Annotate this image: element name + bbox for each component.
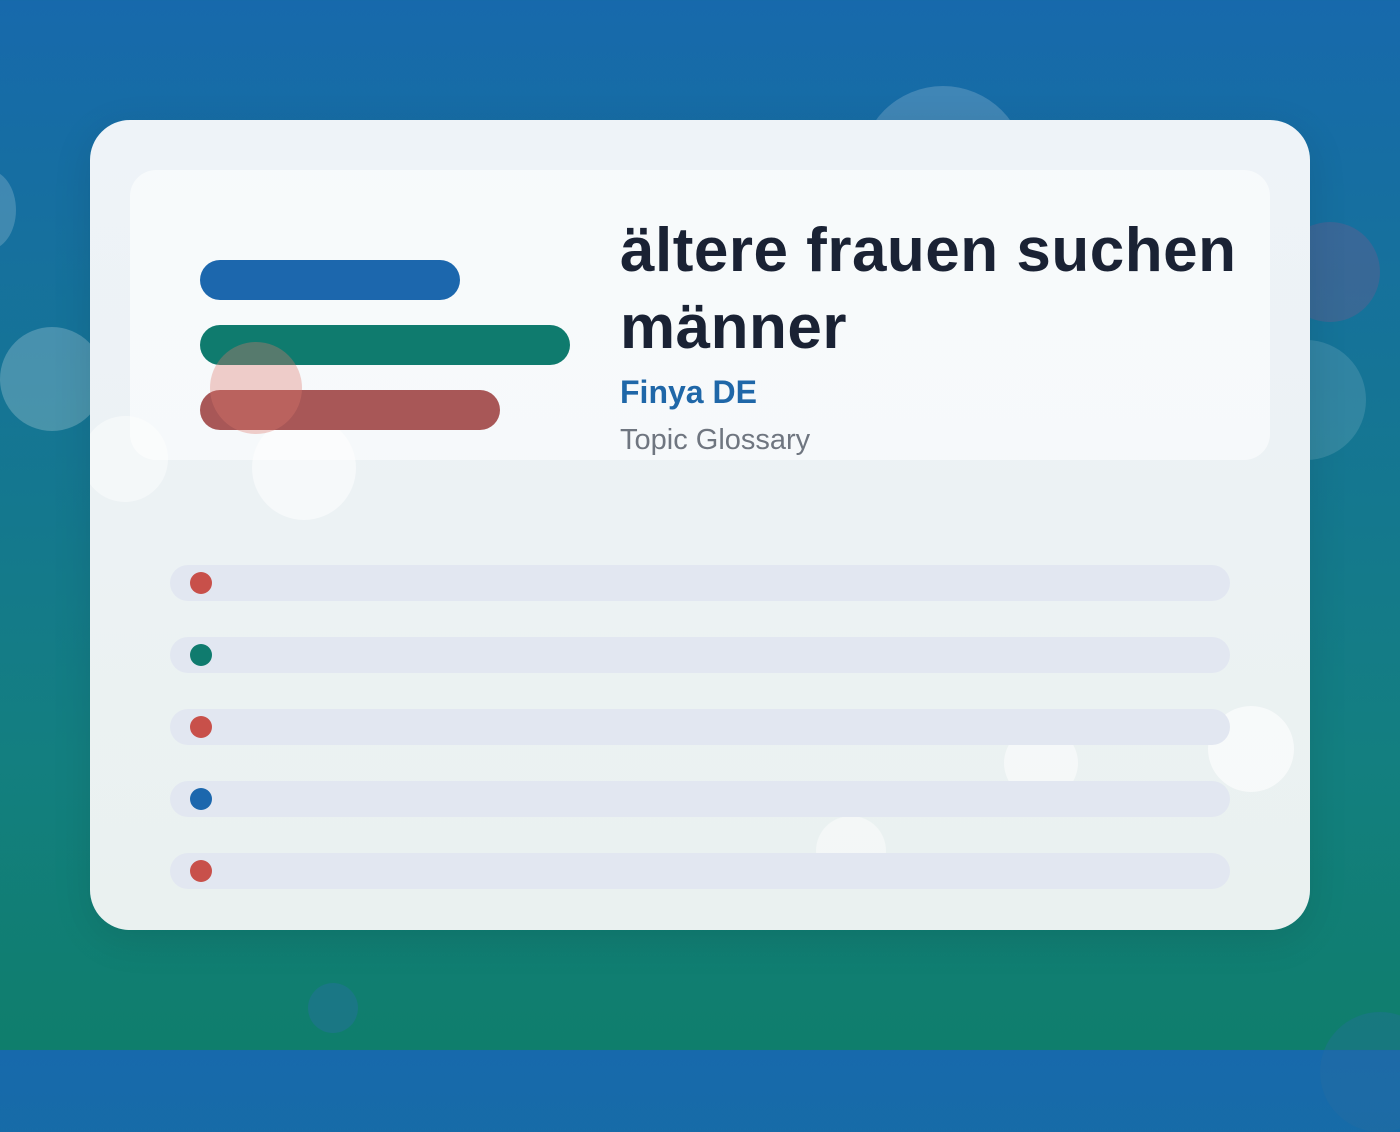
bar-bubble	[210, 342, 302, 434]
background-bubble	[0, 170, 16, 250]
page-title: ältere frauen suchen männer	[620, 216, 1237, 362]
background-bubble	[308, 983, 358, 1033]
list-item	[170, 781, 1230, 817]
list-item	[170, 565, 1230, 601]
decorative-bar-red	[200, 390, 500, 430]
glossary-list	[170, 565, 1230, 925]
page-subtitle: Topic Glossary	[620, 424, 811, 456]
background-bubble	[1320, 1012, 1400, 1132]
brand-name: Finya DE	[620, 374, 757, 410]
list-item	[170, 709, 1230, 745]
bullet-dot	[190, 860, 212, 882]
bullet-dot	[190, 788, 212, 810]
background-bubble	[0, 327, 104, 431]
bullet-dot	[190, 572, 212, 594]
list-item	[170, 853, 1230, 889]
bullet-dot	[190, 716, 212, 738]
header-panel	[130, 170, 1270, 460]
bullet-dot	[190, 644, 212, 666]
decorative-bar-blue	[200, 260, 460, 300]
list-item	[170, 637, 1230, 673]
decorative-bar-green	[200, 325, 570, 365]
main-card: ältere frauen suchen männer Finya DE Top…	[90, 120, 1310, 930]
